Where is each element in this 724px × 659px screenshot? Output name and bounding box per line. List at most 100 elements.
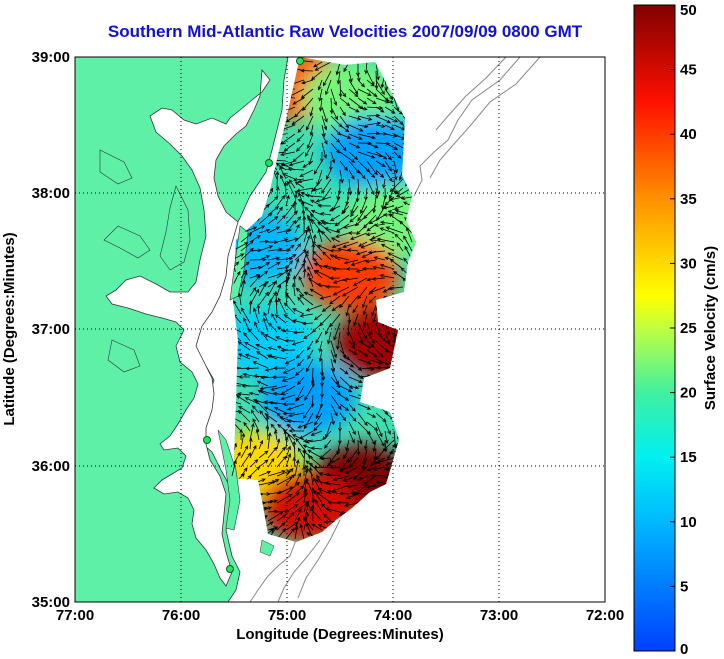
velocity-arrow [303,488,308,504]
velocity-arrow [292,440,297,459]
velocity-arrow [375,124,386,128]
velocity-arrow [330,106,338,121]
velocity-arrow [294,485,305,495]
velocity-arrow [375,412,387,423]
velocity-arrow [237,292,242,306]
velocity-arrow [375,448,386,461]
velocity-arrow [330,376,341,389]
velocity-arrow [372,466,386,471]
velocity-arrow [372,265,386,270]
velocity-arrow [336,331,341,351]
velocity-arrow [324,507,341,513]
velocity-arrow [294,459,300,477]
velocity-arrow [320,456,332,461]
velocity-arrow [240,445,249,459]
velocity-arrow [302,403,314,420]
velocity-arrow [399,220,413,234]
velocity-arrow [330,88,337,106]
velocity-arrow [256,303,261,315]
velocity-arrow [311,497,316,513]
velocity-arrow [366,223,377,232]
velocity-arrow [400,196,413,200]
velocity-arrow [348,421,356,436]
velocity-arrow [316,491,332,504]
velocity-arrow [276,455,287,468]
velocity-arrow [299,430,314,440]
colorbar-tick-label: 50 [680,2,697,19]
velocity-arrow [276,514,287,522]
velocity-arrow [283,142,296,152]
velocity-arrow [276,194,286,207]
plot-frame [74,56,606,603]
velocity-arrow [249,235,261,243]
bathymetry-contours [249,57,541,602]
velocity-arrow [280,174,287,189]
velocity-arrow [300,88,314,99]
velocity-arrow [305,439,323,444]
velocity-arrow [379,220,395,225]
velocity-arrow [286,419,305,424]
colorbar-tick-label: 30 [680,255,697,272]
velocity-arrow [294,262,305,279]
velocity-arrow [319,295,332,300]
velocity-arrow [357,205,368,222]
velocity-arrow [348,340,356,350]
velocity-arrow [256,380,269,387]
velocity-arrow [249,466,261,477]
velocity-arrow [297,199,314,207]
velocity-arrow [396,242,404,252]
velocity-arrow [384,169,393,183]
colorbar-tick-label: 40 [680,126,697,143]
velocity-arrow [366,349,378,358]
velocity-arrow [313,262,332,270]
velocity-arrow [394,233,404,243]
velocity-arrow [303,291,314,297]
velocity-arrow [330,340,337,359]
velocity-arrow [331,241,350,249]
velocity-arrow [330,349,337,364]
velocity-arrow [330,367,339,386]
velocity-arrow [282,367,296,374]
velocity-arrow [263,406,278,414]
velocity-arrow [361,266,377,271]
x-tick-label: 72:00 [586,607,624,624]
velocity-arrow [338,466,350,472]
velocity-arrow [258,262,270,270]
velocity-arrow [258,212,273,225]
velocity-arrow [254,321,260,333]
radar-site-marker [203,436,211,444]
velocity-arrow [329,214,341,222]
velocity-arrow [366,421,379,431]
velocity-arrow [287,433,296,450]
velocity-arrow [249,257,267,262]
velocity-arrow [275,336,287,342]
velocity-arrow [357,403,372,410]
velocity-arrow [339,295,350,309]
velocity-arrow [357,322,367,340]
velocity-arrow [274,297,279,315]
velocity-arrow [240,452,252,468]
velocity-arrow [375,115,392,124]
velocity-arrow [317,79,323,91]
velocity-arrow [328,205,341,212]
velocity-arrow [237,409,251,423]
velocity-arrow [258,281,270,288]
velocity-arrow [372,313,377,324]
velocity-arrow [237,406,251,414]
velocity-arrow [368,238,386,243]
velocity-arrow [357,160,371,173]
velocity-arrow [366,88,378,98]
velocity-arrow [258,282,267,297]
velocity-arrow [295,394,305,401]
velocity-arrow [345,439,350,452]
velocity-arrow [276,269,289,279]
velocity-arrow [335,232,350,238]
colorbar-tick-label: 10 [680,514,697,531]
velocity-arrow [267,346,278,351]
velocity-arrow [333,322,341,341]
velocity-arrow [357,349,369,357]
velocity-arrow [387,210,404,216]
velocity-arrow [348,79,359,95]
